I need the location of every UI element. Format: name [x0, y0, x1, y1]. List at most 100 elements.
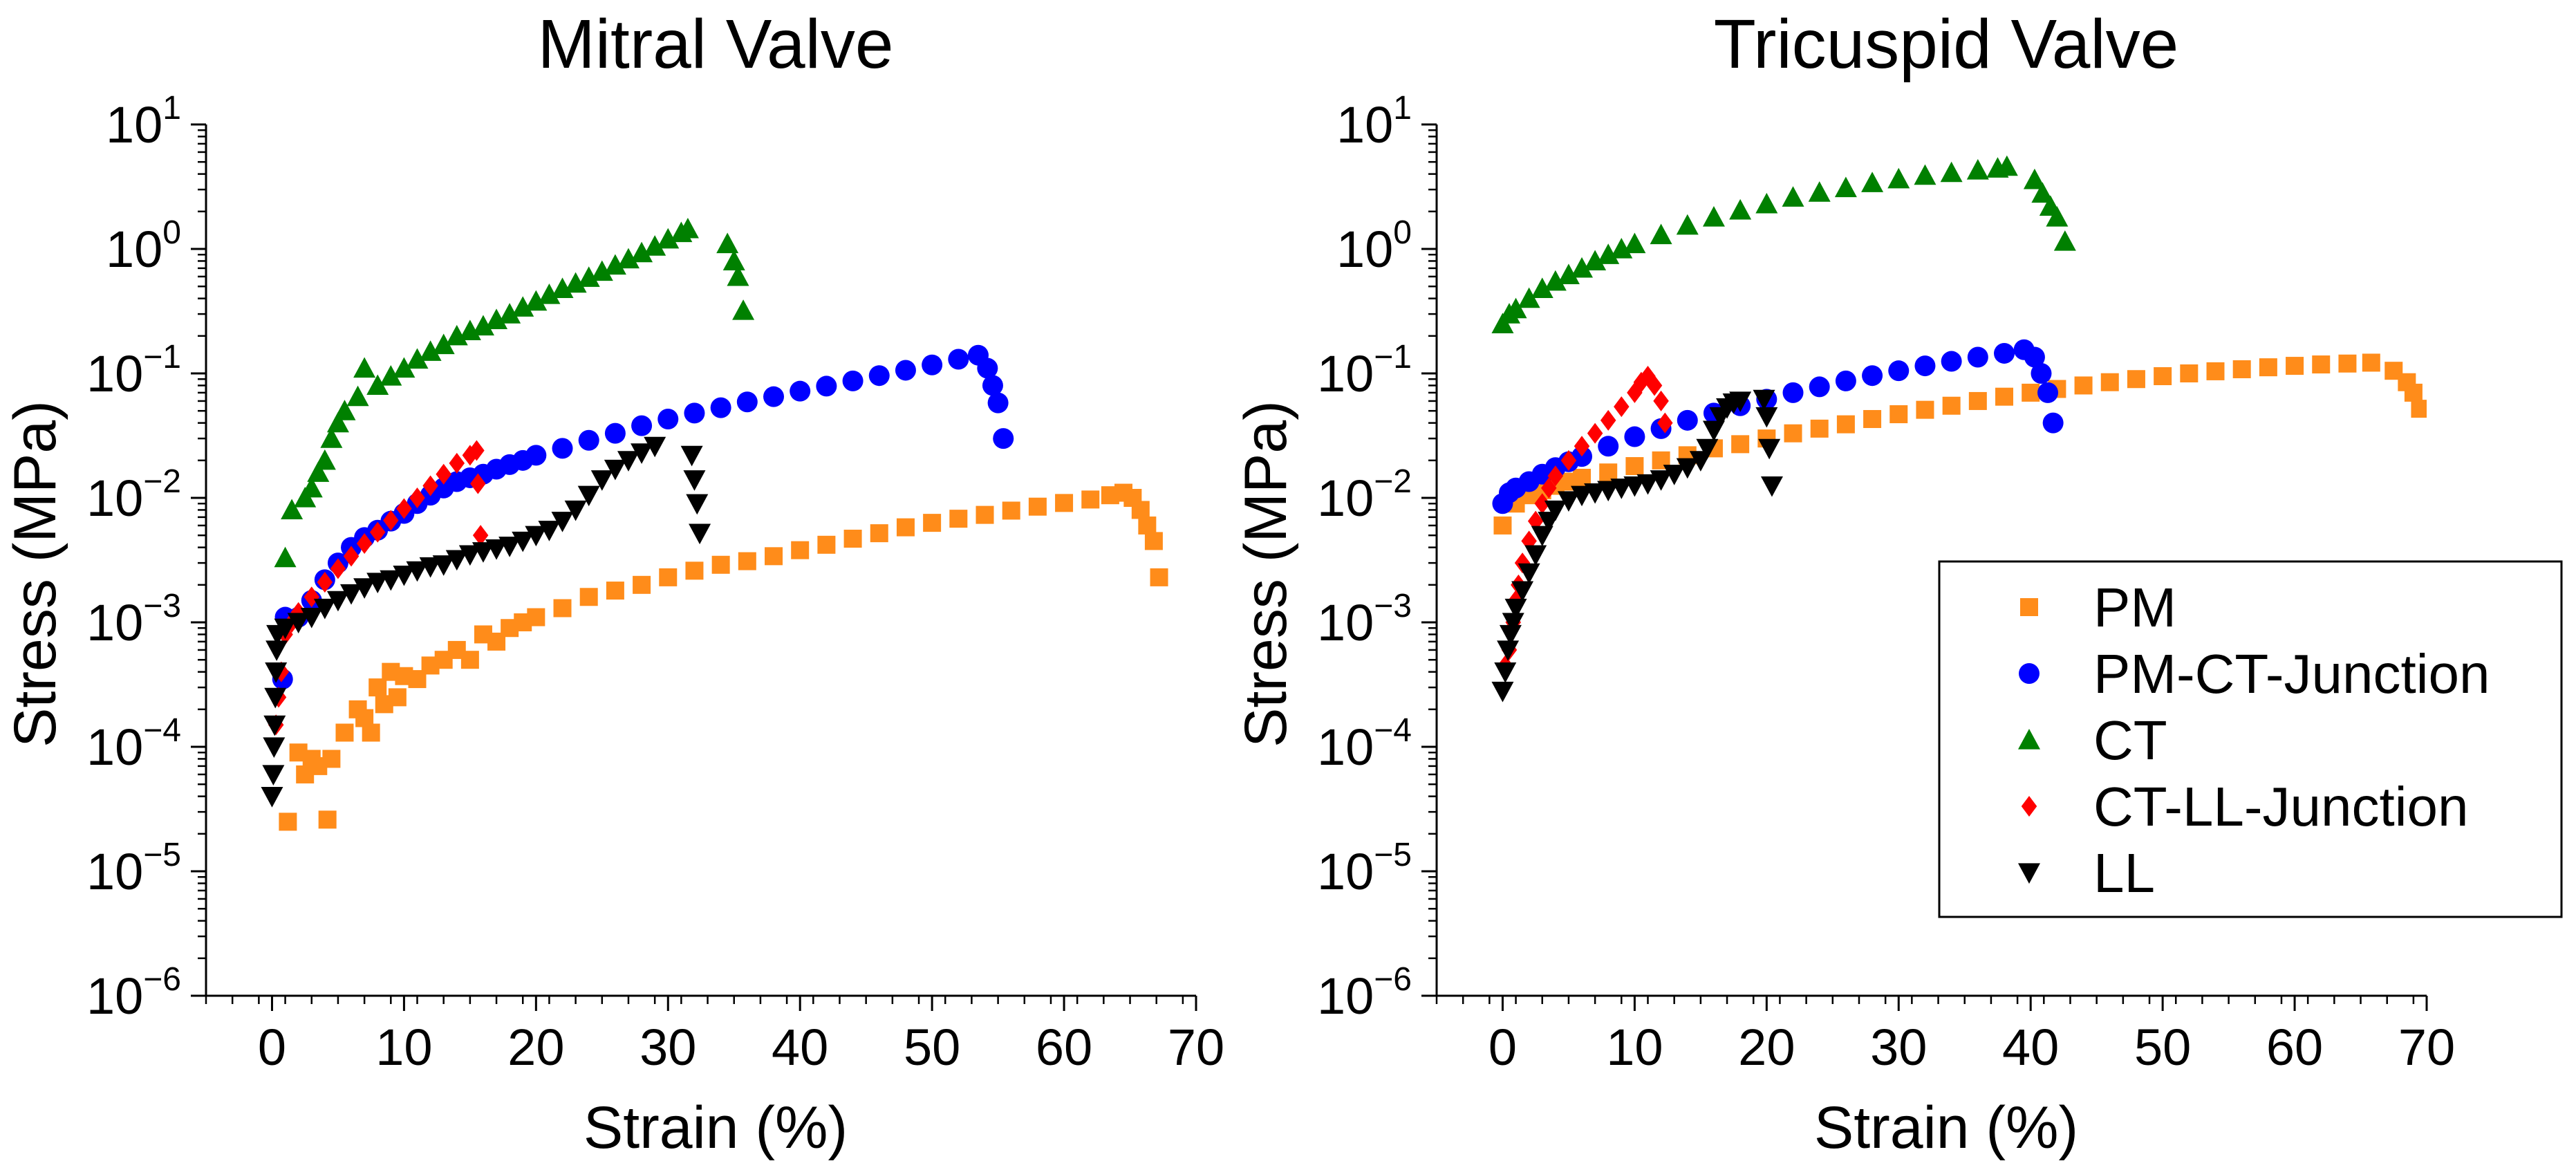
data-point-pm — [1131, 501, 1150, 519]
y-tick-label: 101 — [1336, 90, 1412, 154]
data-point-ct — [380, 365, 402, 386]
data-point-pm — [685, 561, 704, 580]
data-point-ct — [274, 546, 297, 568]
data-point-ct — [590, 260, 613, 281]
data-point-ct — [2031, 182, 2054, 203]
legend-marker-shape — [2018, 863, 2040, 884]
data-point-ll — [419, 557, 442, 578]
data-point-pm — [2404, 383, 2423, 402]
data-point-pm-ct-junction — [604, 423, 626, 444]
data-point-pm — [1863, 409, 1882, 428]
data-point-ct-ll-junction — [396, 498, 412, 519]
data-point-pm — [2338, 354, 2357, 373]
data-point-ct — [2023, 168, 2046, 189]
axes: 0 10 20 30 40 50 60 70 10−6 10−5 10−4 10−3 10−2 10−1 1… — [86, 90, 1224, 1076]
data-point-pm — [1081, 490, 1100, 509]
data-point-pm — [1810, 419, 1829, 438]
data-point-ct-ll-junction — [1534, 493, 1550, 514]
data-point-ll — [1511, 581, 1534, 602]
data-point-pm — [949, 510, 968, 528]
x-tick-label: 0 — [258, 1019, 286, 1076]
data-point-pm — [1144, 532, 1163, 550]
data-point-pm-ct-junction — [2031, 363, 2052, 384]
data-point-pm — [2074, 376, 2093, 395]
data-point-ct — [406, 348, 429, 369]
data-point-pm — [1968, 391, 1987, 410]
x-tick-label: 50 — [2134, 1019, 2191, 1076]
data-point-ct — [1518, 287, 1540, 308]
data-point-ct — [676, 217, 699, 239]
data-point-ll — [1499, 624, 1522, 646]
data-point-ll — [1663, 465, 1686, 485]
data-point-pm-ct-junction — [657, 408, 679, 429]
data-point-pm — [318, 810, 337, 829]
data-point-pm-ct-junction — [1888, 360, 1910, 382]
data-point-ll — [366, 573, 389, 594]
data-point-ct-ll-junction — [472, 525, 489, 546]
data-point-ll — [1676, 458, 1699, 479]
data-points — [1491, 155, 2427, 703]
data-point-pm — [606, 582, 624, 600]
data-point-ct — [2053, 230, 2076, 251]
data-point-ll — [1696, 438, 1719, 460]
data-point-ct — [1834, 176, 1857, 198]
legend: PM PM-CT-Junction CT CT-LL-Junction LL — [1938, 560, 2563, 918]
data-point-ct-ll-junction — [422, 475, 438, 496]
data-point-pm-ct-junction — [552, 438, 573, 459]
data-point-pm — [1002, 501, 1020, 520]
data-point-ll — [512, 531, 534, 552]
legend-marker — [2020, 598, 2038, 616]
data-point-pm-ct-junction — [1624, 426, 1645, 447]
data-point-ct — [551, 277, 574, 298]
legend-marker-shape — [2020, 598, 2038, 616]
data-point-ct-ll-junction — [356, 532, 373, 554]
data-point-pm — [1028, 497, 1047, 516]
data-point-pm — [1836, 415, 1855, 434]
data-point-ct-ll-junction — [1653, 390, 1669, 411]
data-point-pm-ct-junction — [1782, 382, 1804, 403]
data-point-ct-ll-junction — [304, 586, 319, 608]
data-point-ct — [300, 476, 323, 498]
data-point-ll — [1753, 389, 1775, 411]
chart-mitral-valve: Mitral Valve Strain (%) Stress (MPa) 0 10… — [2, 6, 1224, 1161]
data-point-pm — [279, 813, 297, 831]
data-point-ct — [1808, 181, 1831, 202]
x-tick-label: 50 — [904, 1019, 960, 1076]
data-point-pm — [976, 505, 994, 524]
data-point-pm — [817, 535, 836, 554]
data-point-pm-ct-junction — [816, 375, 837, 397]
data-point-ct-ll-junction — [1541, 477, 1557, 499]
y-tick-label: 10−3 — [86, 588, 181, 651]
data-point-ll — [265, 662, 288, 683]
data-point-pm — [2411, 400, 2427, 418]
data-point-pm — [1599, 463, 1618, 482]
data-point-ll — [686, 494, 709, 515]
data-point-pm-ct-junction — [1914, 355, 1936, 377]
data-point-ll — [1557, 491, 1580, 512]
data-point-ll — [498, 537, 521, 557]
data-point-ct — [333, 400, 356, 420]
data-point-pm-ct-junction — [948, 349, 969, 370]
legend-frame — [1938, 560, 2563, 918]
legend-label: CT — [2093, 709, 2167, 771]
data-point-ct — [1940, 161, 1963, 183]
x-tick-label: 10 — [1606, 1019, 1663, 1076]
data-point-ct — [1544, 270, 1567, 291]
data-point-pm-ct-junction — [922, 354, 943, 375]
data-point-pm — [362, 723, 380, 742]
data-point-pm — [870, 524, 888, 543]
y-tick-label: 10−4 — [86, 712, 181, 776]
data-point-pm-ct-junction — [1835, 370, 1856, 391]
data-point-ct — [644, 235, 666, 256]
data-point-ct-ll-junction — [383, 510, 399, 531]
data-point-ct — [1571, 257, 1594, 278]
data-point-pm-ct-junction — [525, 445, 547, 466]
data-point-ct — [393, 357, 416, 378]
data-point-ct — [366, 374, 389, 396]
legend-marker-shape — [2018, 729, 2040, 750]
data-point-ct — [1584, 250, 1607, 271]
data-point-ct — [1861, 171, 1884, 192]
data-point-ll — [1524, 545, 1547, 566]
data-point-ll — [1636, 474, 1659, 495]
data-point-ll — [1597, 481, 1620, 502]
